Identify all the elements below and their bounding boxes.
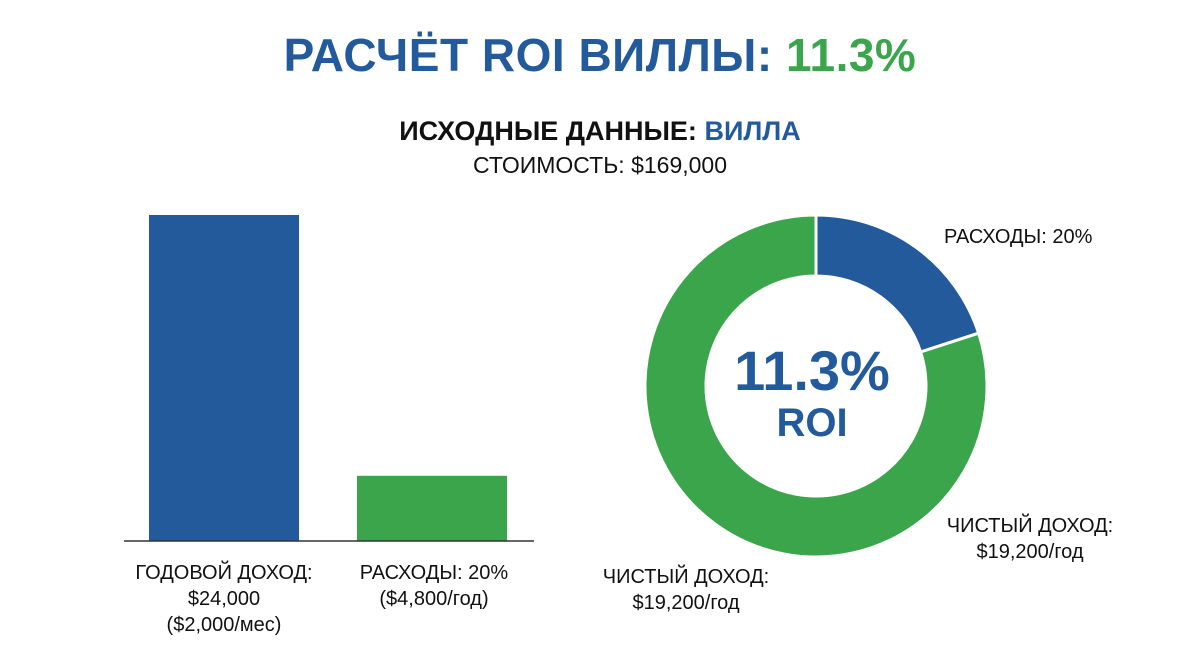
donut-chart <box>643 213 989 559</box>
donut-label-net-income-right-line2: $19,200/год <box>976 541 1084 563</box>
bar-chart <box>149 215 507 541</box>
donut-label-net-income-left: ЧИСТЫЙ ДОХОД: $19,200/год <box>586 564 786 616</box>
donut-label-net-income-left-line2: $19,200/год <box>632 592 740 614</box>
donut-label-net-income-right-line1: ЧИСТЫЙ ДОХОД: <box>946 515 1114 537</box>
input-data-label: ИСХОДНЫЕ ДАННЫЕ: <box>399 116 697 146</box>
bar-label-expenses: РАСХОДЫ: 20% ($4,800/год) <box>330 560 538 612</box>
donut-center-value: 11.3% <box>734 339 890 402</box>
bar-label-expenses-line1: РАСХОДЫ: 20% <box>359 562 509 584</box>
bar-label-annual-income-line3: ($2,000/мес) <box>166 614 282 636</box>
property-type: ВИЛЛА <box>704 116 801 146</box>
donut-label-expenses-text: РАСХОДЫ: 20% <box>944 226 1093 248</box>
bar-label-annual-income-line2: $24,000 <box>187 588 261 610</box>
donut-label-net-income-left-line1: ЧИСТЫЙ ДОХОД: <box>602 566 770 588</box>
bar-label-annual-income-line1: ГОДОВОЙ ДОХОД: <box>135 562 313 584</box>
input-data-heading: ИСХОДНЫЕ ДАННЫЕ: ВИЛЛА <box>0 116 1200 147</box>
donut-slice-net-income <box>643 213 989 559</box>
title-main: РАСЧЁТ ROI ВИЛЛЫ: <box>283 29 773 81</box>
bar-annual-income <box>149 215 299 541</box>
donut-label-net-income-right: ЧИСТЫЙ ДОХОД: $19,200/год <box>930 513 1130 565</box>
property-cost: СТОИМОСТЬ: $169,000 <box>472 152 728 178</box>
donut-label-expenses: РАСХОДЫ: 20% <box>944 224 1092 250</box>
page-title: РАСЧЁТ ROI ВИЛЛЫ: 11.3% <box>0 28 1200 82</box>
bar-label-annual-income: ГОДОВОЙ ДОХОД: $24,000 ($2,000/мес) <box>120 560 328 638</box>
donut-center-label: ROI <box>776 401 847 445</box>
title-roi-value: 11.3% <box>785 29 917 81</box>
bar-expenses <box>357 475 507 541</box>
bar-label-expenses-line2: ($4,800/год) <box>379 588 489 610</box>
